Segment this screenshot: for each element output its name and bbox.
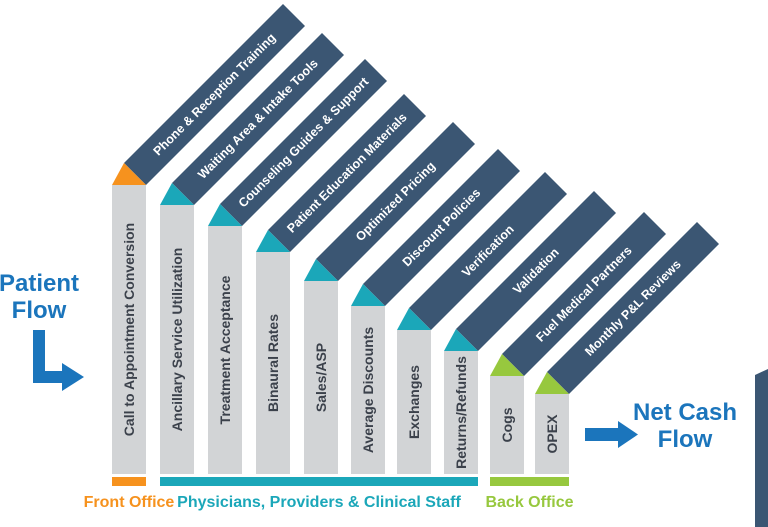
metric-column-label: Average Discounts [360, 327, 376, 454]
net-cash-flow-bar [755, 369, 768, 527]
group-strip-back-office [490, 477, 569, 486]
metric-column-label: Cogs [499, 407, 515, 442]
metric-column [304, 281, 338, 474]
metric-column [397, 330, 431, 474]
net-cash-flow-label-line2: Flow [658, 426, 713, 453]
patient-flow-label-line1: Patient [0, 270, 79, 297]
column-cap-triangle [490, 354, 524, 376]
metric-column-label: Call to Appointment Conversion [121, 223, 137, 436]
metric-column [208, 226, 242, 474]
group-label-clinical: Physicians, Providers & Clinical Staff [177, 494, 461, 511]
patient-flow-arrow-icon [33, 330, 84, 391]
metric-column [535, 394, 569, 474]
column-cap-triangle [208, 204, 242, 226]
metric-column [112, 185, 146, 474]
patient-flow-label-line2: Flow [12, 297, 67, 324]
metric-column [444, 351, 478, 474]
metric-column-label: Treatment Acceptance [217, 275, 233, 424]
metric-column-label: OPEX [544, 414, 560, 454]
metric-column [256, 252, 290, 474]
group-strip-front-office [112, 477, 146, 486]
column-cap-triangle [351, 284, 385, 306]
driver-bar [363, 149, 520, 306]
driver-bar [172, 33, 344, 205]
group-label-back-office: Back Office [485, 494, 573, 511]
metric-column-label: Binaural Rates [265, 314, 281, 412]
driver-bar [502, 212, 666, 376]
column-cap-triangle [112, 163, 146, 185]
driver-bar [547, 222, 719, 394]
column-cap-triangle [304, 259, 338, 281]
driver-bar [316, 122, 475, 281]
metric-column [490, 376, 524, 474]
driver-bar [220, 59, 387, 226]
metric-column-label: Ancillary Service Utilization [169, 248, 185, 432]
net-cash-flow-label-line1: Net Cash [633, 399, 737, 426]
net-cash-flow-arrow-icon [585, 421, 638, 448]
driver-bar [456, 191, 616, 351]
driver-bar [124, 4, 305, 185]
metric-column [160, 205, 194, 474]
metric-column-label: Sales/ASP [313, 343, 329, 412]
column-cap-triangle [535, 372, 569, 394]
driver-bar [268, 94, 426, 252]
column-cap-triangle [256, 230, 290, 252]
driver-bar [409, 172, 567, 330]
group-strip-clinical [160, 477, 478, 486]
column-cap-triangle [397, 308, 431, 330]
group-label-front-office: Front Office [84, 494, 175, 511]
metric-column [351, 306, 385, 474]
column-cap-triangle [160, 183, 194, 205]
metric-column-label: Exchanges [406, 365, 422, 439]
column-cap-triangle [444, 329, 478, 351]
metric-column-label: Returns/Refunds [453, 356, 469, 469]
